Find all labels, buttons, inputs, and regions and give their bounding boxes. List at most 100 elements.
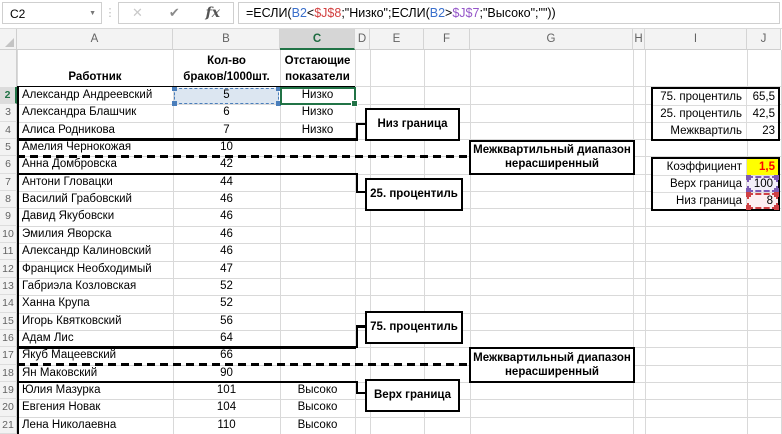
cell-A18[interactable]: Ян Маковский [22,366,98,379]
row-header-8[interactable]: 8 [0,191,17,209]
cell-I2[interactable]: 75. процентиль [653,88,747,105]
cell-C19[interactable]: Высоко [297,383,338,396]
column-header-A[interactable]: A [17,29,173,50]
cell-C6[interactable] [280,156,355,173]
cell-A6[interactable]: Анна Домбровска [22,158,117,171]
cell-I4[interactable]: Межквартиль [653,122,747,139]
cell-A4[interactable]: Алиса Родникова [22,123,115,136]
row-header-3[interactable]: 3 [0,104,17,122]
cell-B4[interactable]: 7 [223,123,230,136]
cell-A14[interactable]: Ханна Крупа [22,297,90,310]
cell-C5[interactable] [280,139,355,156]
cell-B10[interactable]: 46 [220,227,233,240]
cell-A1[interactable]: Работник [68,71,122,83]
insert-function-icon[interactable]: fx [205,5,221,21]
row-header-5[interactable]: 5 [0,139,17,157]
cell-A12[interactable]: Франциск Необходимый [22,262,152,275]
row-header-14[interactable]: 14 [0,295,17,313]
cell-C16[interactable] [280,330,355,347]
cell-A20[interactable]: Евгения Новак [22,401,101,414]
column-header-C[interactable]: C [280,29,355,50]
p25-box[interactable]: 25. процентиль [365,177,463,211]
cell-C13[interactable] [280,278,355,295]
cell-A8[interactable]: Василий Грабовский [22,193,132,206]
row-header-13[interactable]: 13 [0,277,17,296]
cell-B17[interactable]: 66 [220,349,233,362]
cell-I6[interactable]: Коэффициент [653,158,747,175]
cell-A9[interactable]: Давид Якубовски [22,210,115,223]
row-header-19[interactable]: 19 [0,381,17,400]
row-header-20[interactable]: 20 [0,399,17,417]
cell-J8[interactable]: 8 [746,191,779,210]
cell-C9[interactable] [280,208,355,225]
column-header-H[interactable]: H [633,29,645,50]
row-header-6[interactable]: 6 [0,156,17,174]
column-header-G[interactable]: G [470,29,633,50]
row-header-17[interactable]: 17 [0,347,17,365]
cell-J3[interactable]: 42,5 [752,107,775,120]
row-header-9[interactable]: 9 [0,208,17,226]
cell-C1[interactable]: Отстающие показатели [284,55,351,83]
cell-J6[interactable]: 1,5 [747,158,778,175]
cell-A10[interactable]: Эмилия Яворска [22,227,112,240]
row-header-2[interactable]: 2 [0,87,17,105]
name-box[interactable]: C2 ▼ [2,2,102,24]
cell-C2[interactable]: Низко [301,89,334,101]
cell-B3[interactable]: 6 [223,106,230,119]
row-header-21[interactable]: 21 [0,416,17,434]
cell-C11[interactable] [280,243,355,260]
cell-C18[interactable] [280,365,355,382]
row-header-18[interactable]: 18 [0,364,17,382]
iqr-box-bottom[interactable]: Межквартильный диапазон нерасширенный [469,347,635,383]
cell-C7[interactable] [280,174,355,191]
row-header-10[interactable]: 10 [0,225,17,244]
name-box-dropdown-icon[interactable]: ▼ [89,10,96,17]
cell-J2[interactable]: 65,5 [752,90,775,103]
cell-C3[interactable]: Низко [301,106,334,119]
column-header-I[interactable]: I [645,29,747,50]
cell-C10[interactable] [280,226,355,243]
cell-I8[interactable]: Низ граница [653,192,747,209]
row-header-16[interactable]: 16 [0,329,17,348]
row-header-7[interactable]: 7 [0,173,17,192]
cell-A5[interactable]: Амелия Чернокожая [22,141,132,154]
cell-B11[interactable]: 46 [220,245,233,258]
cell-B20[interactable]: 104 [216,401,237,414]
cell-C12[interactable] [280,261,355,278]
enter-check-icon[interactable]: ✔ [168,5,180,20]
cell-B12[interactable]: 47 [220,262,233,275]
cancel-icon[interactable]: ✕ [131,5,143,20]
cell-C15[interactable] [280,313,355,330]
cell-B7[interactable]: 44 [220,175,233,188]
row-header-4[interactable]: 4 [0,121,17,140]
row-header-11[interactable]: 11 [0,243,17,261]
cell-B18[interactable]: 90 [220,366,233,379]
cell-B13[interactable]: 52 [220,279,233,292]
cell-C14[interactable] [280,295,355,312]
cell-B14[interactable]: 52 [220,297,233,310]
column-header-J[interactable]: J [747,29,781,50]
cell-A17[interactable]: Якуб Мацеевский [22,349,117,362]
cell-A19[interactable]: Юлия Мазурка [22,383,101,396]
cell-A7[interactable]: Антони Гловацки [22,175,113,188]
cell-B8[interactable]: 46 [220,193,233,206]
cell-B16[interactable]: 64 [220,331,233,344]
row-header-15[interactable]: 15 [0,312,17,330]
row-header-12[interactable]: 12 [0,260,17,278]
column-header-B[interactable]: B [173,29,280,50]
cell-C8[interactable] [280,191,355,208]
high-boundary-box[interactable]: Верх граница [365,378,460,412]
cell-A16[interactable]: Адам Лис [22,331,74,344]
cell-C4[interactable]: Низко [301,123,334,136]
formula-input[interactable]: =ЕСЛИ(B2<$J$8;"Низко";ЕСЛИ(B2>$J$7;"Высо… [238,2,780,24]
cell-A2[interactable]: Александр Андреевский [22,89,153,101]
cell-A3[interactable]: Александра Блашчик [22,106,137,119]
cell-J7[interactable]: 100 [746,174,779,193]
cell-A11[interactable]: Александр Калиновский [22,245,152,258]
column-header-F[interactable]: F [424,29,470,50]
cell-J4[interactable]: 23 [762,124,775,137]
column-header-D[interactable]: D [355,29,370,50]
select-all-corner[interactable] [0,29,17,50]
low-boundary-box[interactable]: Низ граница [365,107,460,141]
cell-B9[interactable]: 46 [220,210,233,223]
